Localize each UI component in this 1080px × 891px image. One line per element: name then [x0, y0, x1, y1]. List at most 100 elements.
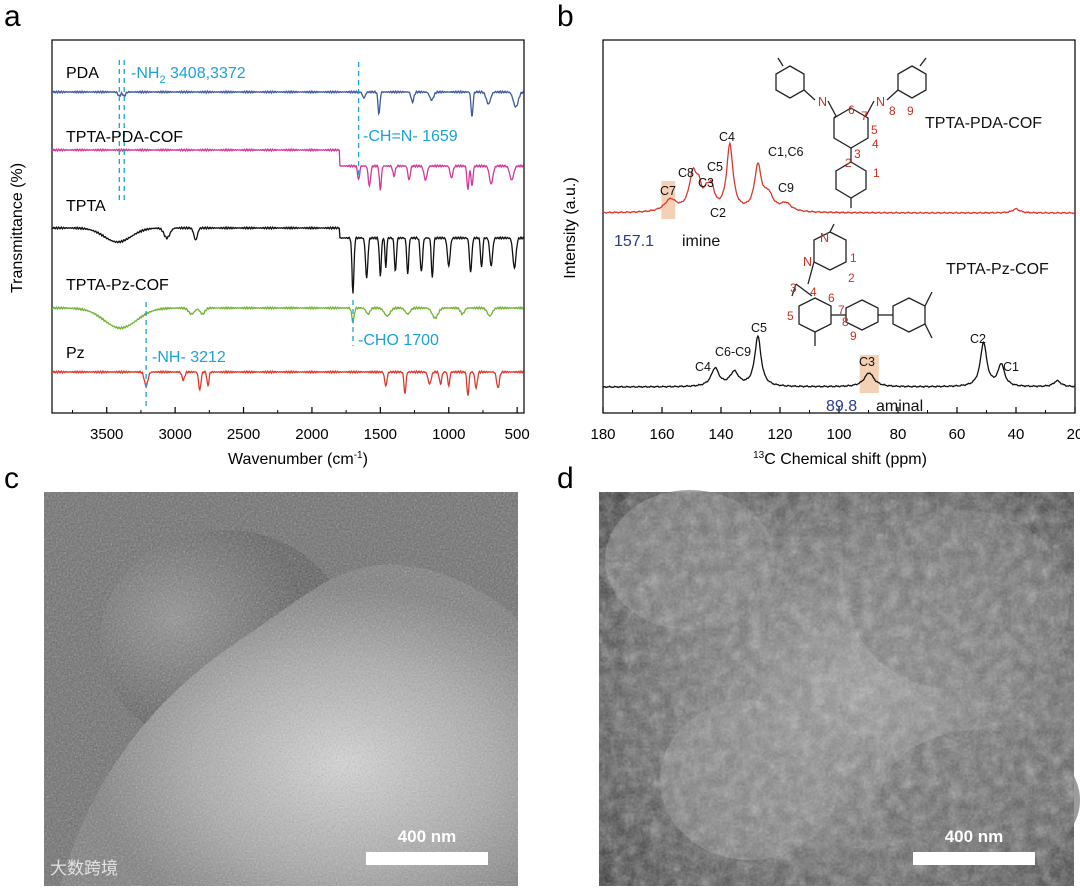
- imine-label: imine: [682, 233, 720, 250]
- nmr-peak-label: C6-C9: [715, 345, 751, 359]
- ftir-chart: 3500 3000 2500 2000 1500 1000 500 PDA TPTA-PDA-…: [9, 39, 530, 468]
- ftir-series-tpta-pda-cof: [52, 147, 524, 191]
- nmr-plot-frame: [602, 39, 1076, 414]
- watermark: 大数跨境: [11, 859, 118, 878]
- structure-position-number: 2: [845, 156, 852, 170]
- annotation-cho: -CHO 1700: [358, 332, 439, 349]
- aminal-highlight: [859, 355, 879, 393]
- annotation-nh: -NH- 3212: [152, 349, 226, 366]
- scale-label-c: 400 nm: [398, 827, 457, 846]
- structure-position-number: 1: [850, 251, 857, 265]
- nmr-peak-label: C1,C6: [768, 145, 803, 159]
- nmr-peak-label: C9: [778, 181, 794, 195]
- structure-n-top: N: [820, 231, 829, 245]
- scale-label-d: 400 nm: [945, 827, 1004, 846]
- structure-position-number: 6: [828, 291, 835, 305]
- structure-position-number: 3: [790, 281, 797, 295]
- sem-image-d: 400 nm: [599, 490, 1080, 886]
- nmr-series-tpta-pda-cof: [603, 140, 1075, 215]
- structure-n-left: N: [818, 95, 827, 109]
- structure-position-number: 8: [842, 315, 849, 329]
- ftir-series-tpta: [52, 225, 524, 294]
- ftir-series-label: Pz: [66, 345, 85, 362]
- nmr-peak-label: C2: [970, 332, 986, 346]
- structure-position-number: 1: [873, 166, 880, 180]
- ftir-x-tick-label: 500: [505, 426, 530, 443]
- nmr-peak-label: C8: [678, 166, 694, 180]
- piperazine-ring: [813, 231, 847, 271]
- imine-shift-value: 157.1: [614, 233, 654, 250]
- nmr-peak-label: C3: [859, 355, 875, 369]
- right-benzene-ring: [892, 297, 926, 333]
- ftir-series-label: PDA: [66, 65, 99, 82]
- nmr-x-tick-label: 160: [649, 426, 674, 443]
- structure-position-number: 9: [907, 104, 914, 118]
- structure-position-number: 9: [850, 329, 857, 343]
- nmr-x-tick-label: 60: [949, 426, 966, 443]
- cof1-label: TPTA-PDA-COF: [925, 115, 1042, 132]
- structure-n-bottom: N: [803, 255, 812, 269]
- structure-position-number: 4: [810, 285, 817, 299]
- nmr-x-tick-label: 80: [890, 426, 907, 443]
- ftir-plot-frame: [51, 39, 525, 414]
- panel-letter-a: a: [4, 0, 21, 33]
- structure-n-right: N: [876, 95, 885, 109]
- ftir-x-tick-label: 3500: [90, 426, 123, 443]
- nmr-peak-label: C2: [710, 206, 726, 220]
- nmr-x-tick-label: 40: [1008, 426, 1025, 443]
- left-benzene-ring: [798, 297, 832, 333]
- cof2-label: TPTA-Pz-COF: [946, 261, 1049, 278]
- nmr-series-tpta-pz-cof: [603, 334, 1075, 389]
- nmr-peak-label: C5: [707, 160, 723, 174]
- structure-position-number: 7: [861, 109, 868, 123]
- nmr-peak-label: C4: [695, 360, 711, 374]
- ftir-x-tick-label: 2500: [227, 426, 260, 443]
- nmr-y-axis-title: Intensity (a.u.): [562, 177, 579, 278]
- aminal-label: aminal: [876, 398, 923, 415]
- panel-letter-d: d: [557, 462, 574, 495]
- ftir-x-axis-title: Wavenumber (cm-1): [228, 450, 368, 468]
- structure-position-number: 4: [872, 137, 879, 151]
- ftir-x-tick-label: 1000: [432, 426, 465, 443]
- watermark-logo-icon: [11, 859, 29, 877]
- ftir-y-axis-title: Transmittance (%): [9, 163, 26, 293]
- ftir-x-tick-label: 3000: [158, 426, 191, 443]
- nmr-x-tick-label: 100: [826, 426, 851, 443]
- structure-tpta-pda-cof: [775, 57, 927, 208]
- ring-top-right: [897, 65, 927, 99]
- structure-position-number: 5: [787, 309, 794, 323]
- ftir-x-tick-label: 1500: [364, 426, 397, 443]
- ftir-x-tick-label: 2000: [295, 426, 328, 443]
- panel-letter-b: b: [557, 0, 574, 33]
- nmr-peak-label: C4: [719, 130, 735, 144]
- structure-position-number: 7: [838, 303, 845, 317]
- structure-position-number: 6: [848, 103, 855, 117]
- nmr-x-tick-label: 120: [767, 426, 792, 443]
- ftir-series-label: TPTA: [66, 198, 106, 215]
- nmr-x-tick-label: 140: [708, 426, 733, 443]
- ftir-series-label: TPTA-Pz-COF: [66, 277, 169, 294]
- panel-letter-c: c: [4, 462, 19, 495]
- nmr-peak-label: C3: [698, 176, 714, 190]
- ftir-series-pz: [52, 369, 524, 396]
- nmr-peak-label: C5: [751, 321, 767, 335]
- structure-position-number: 8: [889, 104, 896, 118]
- ring-top-left: [775, 65, 805, 99]
- scale-bar-d: [913, 852, 1035, 865]
- nmr-x-tick-label: 180: [590, 426, 615, 443]
- nmr-peak-label: C1: [1003, 360, 1019, 374]
- annotation-ch-n: -CH=N- 1659: [363, 128, 458, 145]
- scale-bar-c: [366, 852, 488, 865]
- nmr-x-axis-title: 13C Chemical shift (ppm): [753, 450, 927, 468]
- middle-benzene-ring: [845, 299, 879, 331]
- sem-image-c: 400 nm 大数跨境: [11, 492, 518, 886]
- nmr-peak-label: C7: [660, 184, 676, 198]
- structure-tpta-pz-cof: [791, 223, 933, 346]
- aminal-shift-value: 89.8: [826, 398, 857, 415]
- annotation-nh2: -NH2 3408,3372: [131, 65, 246, 86]
- structure-position-number: 2: [848, 271, 855, 285]
- structure-position-number: 3: [854, 147, 861, 161]
- watermark-text: 大数跨境: [50, 859, 118, 878]
